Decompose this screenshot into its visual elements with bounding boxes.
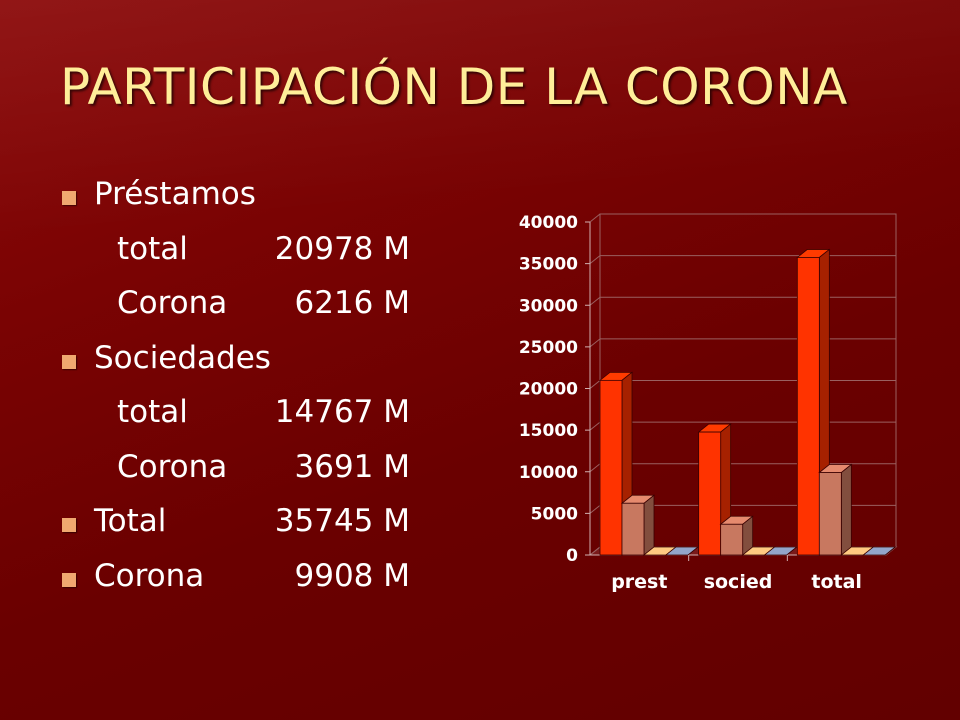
bar <box>698 431 722 556</box>
bullet-square-icon <box>62 518 76 532</box>
bullet-label: Total <box>94 503 167 539</box>
slide-title: PARTICIPACIÓN DE LA CORONA <box>60 58 848 116</box>
y-tick-label: 10000 <box>519 463 578 483</box>
y-tick-label: 25000 <box>519 338 578 358</box>
x-tick-label: socied <box>704 571 773 593</box>
bar-side <box>840 463 852 556</box>
y-tick-label: 5000 <box>531 504 578 524</box>
gridline-depth <box>589 463 601 473</box>
gridline-depth <box>589 255 601 265</box>
bar <box>818 472 842 556</box>
gridline-depth <box>589 296 601 306</box>
sub-value: 3691 M <box>294 448 411 485</box>
sub-label: total <box>117 394 188 430</box>
y-tick-label: 0 <box>566 546 578 566</box>
bar <box>621 502 645 556</box>
gridline-depth <box>589 546 601 556</box>
gridline-depth <box>589 380 601 389</box>
x-tick-label: prest <box>611 571 667 593</box>
bullet-value: 9908 M <box>294 557 411 594</box>
gridline-depth <box>589 338 601 348</box>
bar-side <box>643 494 655 556</box>
y-tick-label: 35000 <box>519 255 578 275</box>
sub-label: Corona <box>117 285 228 321</box>
bar <box>720 523 744 556</box>
bar-side <box>687 546 699 556</box>
bar <box>796 257 820 556</box>
y-tick-label: 30000 <box>519 296 578 316</box>
gridline-depth <box>589 421 601 431</box>
bullet-square-icon <box>62 354 76 369</box>
bullet-label: Préstamos <box>94 176 256 212</box>
bar-chart: 0 5000 10000 15000 20000 25000 30000 35000 40000… <box>490 200 910 610</box>
bar <box>599 379 623 556</box>
bullet-label: Sociedades <box>94 339 271 376</box>
bar-side <box>786 546 797 556</box>
y-tick-label: 20000 <box>519 380 578 400</box>
y-tick-label: 15000 <box>519 421 578 441</box>
sub-value: 14767 M <box>274 394 410 430</box>
bullet-square-icon <box>62 191 76 205</box>
sub-value: 6216 M <box>294 285 411 321</box>
bullet-value: 35745 M <box>274 503 410 539</box>
sub-label: total <box>117 230 188 267</box>
y-tick-label: 40000 <box>519 213 578 233</box>
bar-chart-svg: 0 5000 10000 15000 20000 25000 30000 35000 40000… <box>519 213 898 593</box>
gridline-depth <box>589 213 601 223</box>
bullet-square-icon <box>62 572 76 587</box>
bullet-label: Corona <box>94 557 205 594</box>
sub-label: Corona <box>117 448 228 485</box>
sub-value: 20978 M <box>274 230 410 267</box>
x-tick-label: total <box>811 571 862 593</box>
gridline-depth <box>589 504 601 514</box>
